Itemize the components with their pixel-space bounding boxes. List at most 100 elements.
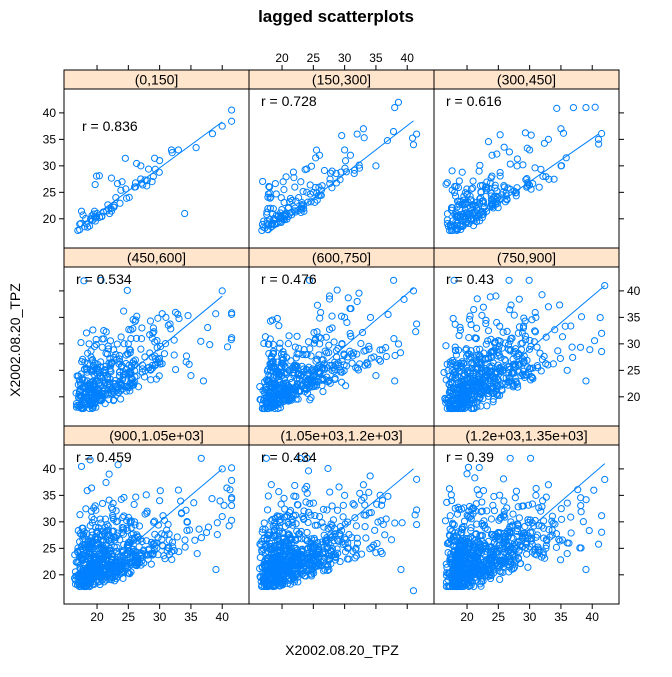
- data-point: [266, 215, 274, 223]
- data-point: [500, 143, 508, 151]
- data-point: [94, 360, 102, 369]
- data-point: [601, 281, 609, 290]
- data-point: [280, 186, 288, 194]
- data-point: [151, 542, 159, 550]
- data-point: [444, 396, 452, 405]
- data-point: [173, 533, 181, 541]
- data-point: [473, 295, 481, 303]
- data-point: [487, 335, 495, 343]
- data-point: [461, 561, 469, 569]
- data-point: [341, 491, 349, 499]
- data-point: [344, 544, 352, 552]
- data-point: [473, 538, 482, 546]
- data-point: [523, 356, 531, 364]
- data-point: [154, 533, 162, 542]
- data-point: [338, 131, 346, 140]
- data-point: [524, 563, 532, 571]
- data-point: [485, 560, 493, 569]
- data-point: [501, 355, 509, 364]
- data-point: [499, 512, 507, 520]
- data-point: [286, 506, 295, 515]
- correlation-label: r = 0.534: [76, 271, 132, 287]
- data-point: [532, 491, 540, 499]
- data-point: [338, 368, 346, 376]
- data-point: [548, 512, 557, 520]
- data-point: [472, 530, 480, 538]
- data-point: [514, 503, 522, 511]
- data-point: [135, 522, 144, 530]
- data-point: [522, 550, 531, 558]
- data-point: [487, 174, 495, 182]
- data-point: [442, 578, 451, 586]
- data-point: [576, 343, 585, 351]
- data-point: [495, 365, 503, 373]
- data-point: [109, 499, 117, 507]
- data-point: [296, 530, 304, 538]
- data-point: [276, 371, 284, 379]
- data-point: [269, 350, 278, 358]
- data-point: [346, 329, 354, 338]
- data-point: [469, 504, 477, 512]
- data-point: [125, 325, 133, 334]
- data-point: [124, 538, 133, 547]
- data-point: [261, 525, 269, 534]
- x-tick-label: 30: [338, 51, 352, 65]
- data-point: [273, 547, 281, 555]
- data-point: [114, 461, 122, 469]
- data-point: [105, 470, 113, 478]
- data-point: [464, 399, 472, 407]
- data-point: [303, 454, 311, 462]
- data-point: [352, 552, 361, 560]
- panel: (750,900]r = 0.43: [433, 247, 620, 427]
- data-point: [126, 547, 134, 555]
- data-point: [465, 540, 473, 548]
- data-point: [147, 366, 155, 374]
- data-point: [110, 346, 118, 354]
- data-point: [142, 491, 150, 499]
- data-point: [445, 381, 453, 389]
- data-point: [90, 207, 99, 215]
- data-point: [499, 374, 507, 382]
- data-point: [297, 371, 305, 379]
- y-tick-label: 40: [43, 462, 57, 476]
- data-point: [285, 558, 293, 566]
- data-point: [265, 371, 273, 379]
- data-point: [97, 276, 105, 284]
- data-point: [175, 314, 183, 323]
- data-point: [263, 399, 271, 407]
- data-point: [487, 364, 495, 372]
- fit-line: [269, 287, 414, 411]
- data-point: [372, 372, 380, 380]
- data-point: [350, 501, 358, 509]
- data-point: [538, 291, 546, 299]
- data-point: [496, 567, 504, 575]
- data-point: [197, 337, 205, 345]
- data-point: [508, 379, 516, 387]
- data-point: [309, 499, 318, 507]
- data-point: [146, 317, 155, 325]
- data-point: [327, 533, 336, 542]
- data-point: [554, 347, 562, 355]
- data-point: [288, 196, 296, 205]
- data-point: [452, 367, 460, 375]
- data-point: [113, 340, 121, 348]
- data-point: [145, 545, 153, 553]
- data-point: [261, 378, 269, 386]
- data-point: [391, 351, 399, 360]
- data-point: [477, 402, 485, 410]
- panel: (300,450] r = 0.616: [433, 69, 620, 249]
- data-point: [78, 376, 87, 384]
- data-point: [582, 103, 590, 112]
- data-point: [478, 498, 486, 506]
- data-point: [220, 501, 228, 509]
- data-point: [268, 515, 276, 524]
- data-point: [328, 312, 336, 320]
- panel-points: [258, 98, 421, 235]
- y-axis-label: X2002.08.20_TPZ: [7, 283, 23, 397]
- data-point: [299, 187, 307, 196]
- data-point: [461, 189, 470, 197]
- data-point: [465, 315, 474, 324]
- data-point: [470, 386, 478, 394]
- data-point: [448, 404, 456, 413]
